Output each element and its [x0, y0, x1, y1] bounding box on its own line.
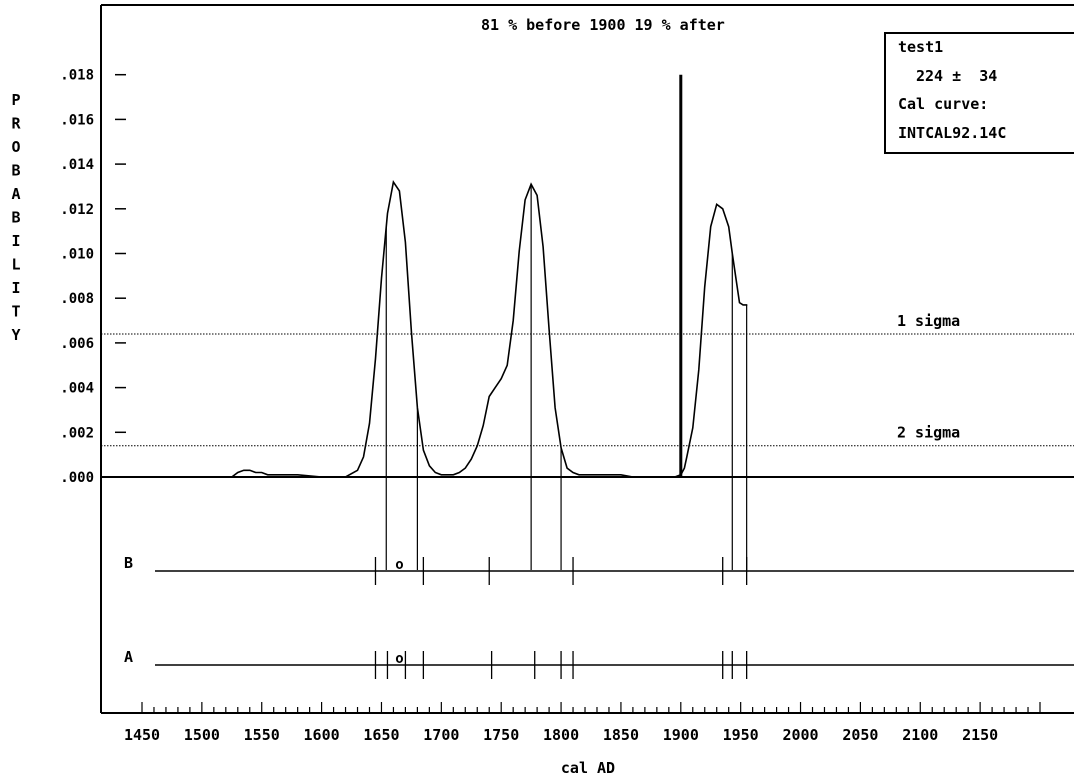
x-tick-label-1500: 1500 — [184, 726, 220, 744]
x-tick-label-1600: 1600 — [304, 726, 340, 744]
sample-age: 224 ± 34 — [916, 67, 998, 85]
x-axis-label: cal AD — [561, 759, 615, 777]
x-tick-label-2150: 2150 — [962, 726, 998, 744]
y-label-letter-11: Y — [11, 326, 20, 344]
y-tick-label-3: .006 — [60, 336, 94, 352]
y-label-letter-7: I — [11, 232, 20, 250]
x-tick-label-1950: 1950 — [723, 726, 759, 744]
one-sigma-range-verticals — [385, 184, 748, 570]
range-row-A-marker: o — [395, 651, 403, 667]
y-label-letter-8: L — [11, 256, 20, 274]
sigma-label-2: 2 sigma — [897, 424, 960, 442]
range-row-label-A: A — [124, 648, 133, 666]
y-label-letter-10: T — [11, 303, 20, 321]
sigma-label-1: 1 sigma — [897, 312, 960, 330]
x-tick-label-2050: 2050 — [842, 726, 878, 744]
y-label-letter-1: P — [11, 91, 20, 109]
x-tick-label-1550: 1550 — [244, 726, 280, 744]
sample-info-box: test1 224 ± 34 Cal curve: INTCAL92.14C — [884, 32, 1074, 154]
x-tick-label-1450: 1450 — [124, 726, 160, 744]
range-row-B-marker: o — [395, 557, 403, 573]
y-tick-label-0: .000 — [60, 470, 94, 486]
y-tick-label-9: .018 — [60, 68, 94, 84]
x-tick-label-2100: 2100 — [902, 726, 938, 744]
y-label-letter-4: B — [11, 162, 20, 180]
y-tick-label-8: .016 — [60, 112, 94, 128]
probability-curve — [231, 179, 748, 478]
y-tick-label-1: .002 — [60, 425, 94, 441]
y-tick-label-4: .008 — [60, 291, 94, 307]
y-label-letter-2: R — [11, 115, 21, 133]
y-tick-label-5: .010 — [60, 247, 94, 263]
x-tick-label-1700: 1700 — [423, 726, 459, 744]
x-tick-label-1750: 1750 — [483, 726, 519, 744]
y-tick-label-2: .004 — [60, 381, 94, 397]
y-axis: .000 .002 .004 .006 .008 .010 .012 .014 .016 .018 — [60, 68, 126, 486]
sample-name: test1 — [898, 38, 944, 56]
y-tick-label-7: .014 — [60, 157, 94, 173]
cal-curve-name: INTCAL92.14C — [898, 124, 1007, 142]
x-tick-label-1850: 1850 — [603, 726, 639, 744]
x-tick-label-2000: 2000 — [782, 726, 818, 744]
cal-curve-label: Cal curve: — [898, 95, 989, 113]
x-tick-label-1650: 1650 — [363, 726, 399, 744]
y-label-letter-3: O — [11, 138, 20, 156]
sigma-lines: 1 sigma 2 sigma — [101, 312, 1074, 447]
y-label-letter-9: I — [11, 279, 20, 297]
x-axis: 1450 1500 1550 1600 1650 1700 1750 1800 1850 1900… — [124, 702, 1041, 744]
chart-title: 81 % before 1900 19 % after — [481, 16, 725, 34]
x-tick-label-1800: 1800 — [543, 726, 579, 744]
y-tick-label-6: .012 — [60, 202, 94, 218]
y-label-letter-6: B — [11, 209, 20, 227]
x-tick-label-1900: 1900 — [663, 726, 699, 744]
range-row-label-B: B — [124, 554, 133, 572]
y-label-letter-5: A — [11, 185, 20, 203]
